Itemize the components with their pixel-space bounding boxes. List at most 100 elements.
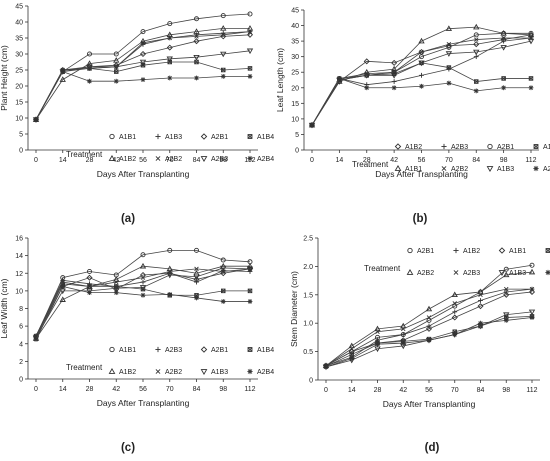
- x-tick-label: 70: [166, 386, 174, 393]
- legend-entry: A1B3: [509, 270, 526, 277]
- x-tick-label: 84: [193, 157, 201, 164]
- legend-entry: A1B1: [509, 248, 526, 255]
- data-point: [504, 315, 509, 320]
- x-tick-label: 28: [363, 157, 371, 164]
- y-tick-label: 0: [19, 148, 23, 155]
- data-point: [478, 323, 483, 329]
- data-point: [166, 56, 173, 63]
- x-tick-label: 84: [193, 386, 201, 393]
- data-point: [86, 274, 93, 281]
- legend-entry: A1B3: [165, 134, 182, 141]
- y-tick-label: 4: [19, 341, 23, 348]
- x-tick-label: 112: [526, 387, 537, 394]
- series-line: [35, 265, 250, 339]
- data-point: [426, 315, 432, 320]
- x-tick-label: 14: [59, 386, 67, 393]
- data-point: [167, 75, 173, 81]
- data-point: [246, 31, 254, 38]
- legend-entry: A2B2: [165, 156, 182, 163]
- data-point: [391, 79, 397, 84]
- data-point: [529, 286, 535, 292]
- legend-marker: [200, 369, 208, 376]
- data-point: [391, 85, 397, 91]
- y-tick-label: 35: [291, 39, 299, 46]
- data-point: [446, 41, 452, 47]
- data-point: [247, 29, 253, 34]
- x-axis-label: Days After Transplanting: [375, 169, 468, 179]
- legend-marker: [247, 134, 253, 139]
- data-point: [528, 30, 534, 36]
- data-point: [140, 29, 146, 35]
- data-point: [193, 274, 200, 281]
- legend-marker: [545, 269, 550, 276]
- y-tick-label: 5: [19, 132, 23, 139]
- x-tick-label: 98: [500, 157, 508, 164]
- data-point: [247, 269, 253, 274]
- legend-entry: A2B3: [463, 270, 480, 277]
- data-point: [401, 326, 406, 332]
- data-point: [220, 67, 226, 73]
- y-tick-label: 30: [15, 52, 23, 59]
- data-point: [529, 262, 535, 268]
- data-point: [446, 44, 452, 50]
- x-tick-label: 0: [34, 386, 38, 393]
- data-point: [451, 291, 458, 298]
- data-point: [452, 309, 458, 315]
- data-point: [247, 74, 253, 79]
- data-point: [445, 25, 453, 31]
- data-point: [220, 51, 227, 58]
- data-point: [503, 289, 509, 295]
- legend-entry: A2B3: [211, 156, 228, 163]
- data-point: [401, 339, 406, 344]
- data-point: [400, 332, 406, 338]
- y-tick-label: 10: [291, 116, 299, 123]
- series-a2b2: [309, 35, 534, 128]
- data-point: [348, 342, 355, 349]
- data-point: [474, 79, 479, 84]
- x-tick-label: 112: [525, 157, 536, 164]
- legend-marker: [200, 346, 208, 353]
- series-line: [35, 34, 251, 120]
- x-tick-label: 70: [445, 157, 453, 164]
- data-point: [446, 80, 452, 86]
- series-line: [35, 249, 251, 337]
- x-tick-label: 42: [390, 157, 398, 164]
- data-point: [528, 35, 534, 41]
- data-point: [220, 74, 226, 79]
- data-point: [87, 78, 92, 84]
- data-point: [419, 72, 424, 78]
- data-point: [375, 329, 380, 334]
- legend-entry: A2B4: [543, 166, 550, 173]
- legend-marker: [453, 247, 459, 254]
- data-point: [452, 301, 457, 306]
- data-point: [247, 11, 253, 17]
- y-tick-label: 20: [291, 85, 299, 92]
- data-point: [194, 34, 199, 39]
- data-point: [220, 13, 226, 19]
- data-point: [87, 284, 92, 289]
- legend-marker: [406, 268, 414, 275]
- data-point: [474, 37, 479, 42]
- legend-marker: [109, 346, 115, 353]
- y-tick-label: 5: [295, 132, 299, 139]
- legend-entry: A2B2: [417, 270, 434, 277]
- data-point: [246, 262, 254, 269]
- legend-entry: A1B3: [497, 166, 514, 173]
- panel-label: (c): [121, 442, 135, 454]
- data-point: [247, 66, 253, 71]
- legend-marker: [155, 346, 161, 353]
- data-point: [140, 279, 146, 285]
- data-point: [374, 346, 381, 353]
- data-point: [166, 44, 173, 51]
- data-point: [139, 50, 147, 58]
- data-point: [220, 257, 226, 263]
- data-point: [167, 270, 173, 276]
- series-line: [35, 13, 251, 120]
- data-point: [336, 76, 342, 81]
- data-point: [349, 352, 355, 357]
- legend-marker: [486, 166, 494, 173]
- data-point: [501, 38, 507, 44]
- data-point: [86, 64, 93, 71]
- legend-entry: A1B2: [119, 369, 136, 376]
